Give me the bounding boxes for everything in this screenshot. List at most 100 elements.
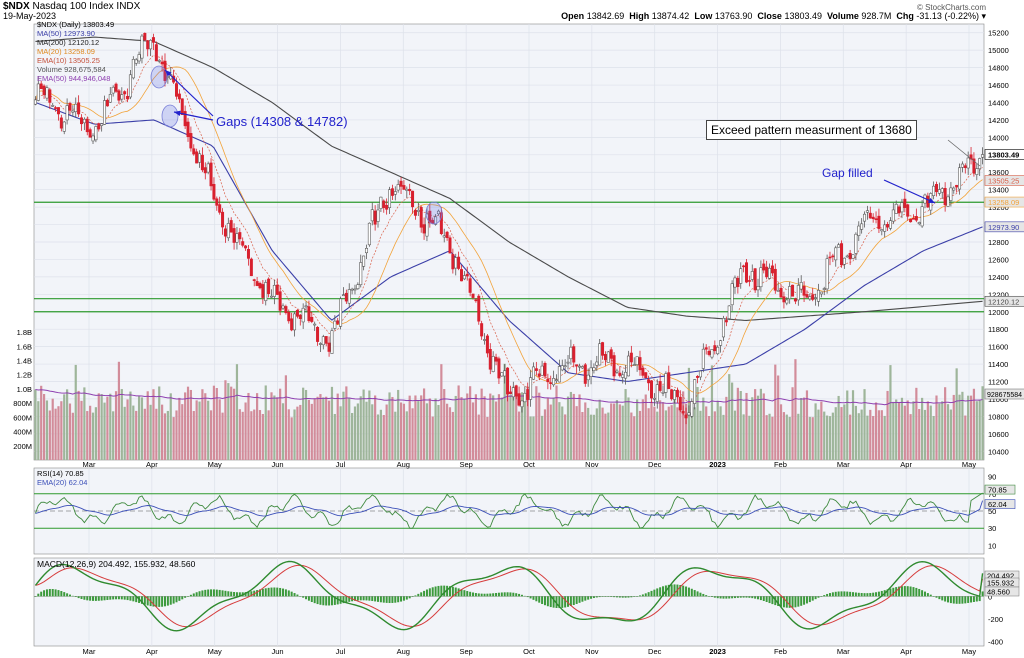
volume-bar bbox=[192, 410, 195, 460]
macd-histogram-bar bbox=[584, 596, 587, 601]
candle-body bbox=[336, 320, 340, 324]
volume-bar bbox=[788, 416, 791, 460]
macd-histogram-bar bbox=[192, 593, 195, 597]
candle-body bbox=[146, 40, 150, 50]
last-value-tag-text: 12973.90 bbox=[988, 223, 1019, 232]
price-tick-label: 11000 bbox=[988, 395, 1008, 404]
macd-histogram-bar bbox=[535, 596, 538, 602]
candle-body bbox=[267, 278, 271, 294]
volume-bar bbox=[376, 414, 380, 460]
volume-bar bbox=[748, 415, 751, 460]
candle-body bbox=[768, 267, 772, 279]
price-tick-label: 12200 bbox=[988, 290, 1009, 299]
candle-body bbox=[258, 282, 262, 289]
macd-histogram-bar bbox=[613, 596, 616, 598]
candle-body bbox=[422, 224, 426, 234]
rsi-legend[interactable]: RSI(14) 70.85 EMA(20) 62.04 bbox=[37, 469, 87, 487]
price-legend[interactable]: $NDX (Daily) 13803.49 MA(50) 12973.90 MA… bbox=[37, 20, 114, 83]
macd-histogram-bar bbox=[719, 596, 722, 599]
volume-bar bbox=[975, 401, 978, 460]
x-tick-label: Apr bbox=[900, 647, 912, 656]
x-tick-label: Nov bbox=[585, 460, 599, 469]
candle-body bbox=[246, 248, 250, 259]
volume-bar bbox=[408, 395, 411, 460]
candle-body bbox=[295, 309, 299, 317]
candle-body bbox=[445, 231, 449, 238]
candle-body bbox=[721, 317, 725, 338]
candle-body bbox=[673, 390, 677, 400]
candle-body bbox=[779, 287, 783, 298]
volume-bar bbox=[209, 410, 213, 460]
macd-histogram-bar bbox=[710, 596, 713, 597]
volume-bar bbox=[86, 411, 89, 460]
volume-bar bbox=[546, 397, 549, 460]
macd-histogram-bar bbox=[834, 591, 837, 597]
macd-histogram-bar bbox=[561, 596, 564, 608]
volume-bar bbox=[60, 401, 63, 460]
macd-histogram-bar bbox=[37, 593, 40, 597]
volume-bar bbox=[158, 386, 161, 460]
candle-body bbox=[897, 206, 901, 214]
chg-value: -31.13 (-0.22%) bbox=[916, 11, 979, 21]
macd-histogram-bar bbox=[48, 588, 51, 597]
candle-body bbox=[74, 103, 78, 112]
macd-histogram-bar bbox=[83, 596, 86, 600]
volume-bar bbox=[552, 397, 555, 460]
volume-tick-label: 1.4B bbox=[17, 357, 32, 366]
candle-body bbox=[80, 117, 84, 125]
macd-histogram-bar bbox=[394, 596, 397, 603]
volume-bar bbox=[68, 403, 72, 460]
volume-bar bbox=[489, 393, 492, 460]
candle-body bbox=[192, 148, 196, 155]
candle-body bbox=[488, 348, 492, 370]
candle-body bbox=[618, 372, 622, 376]
candle-body bbox=[563, 365, 567, 368]
candle-body bbox=[364, 248, 368, 254]
price-tick-label: 14800 bbox=[988, 64, 1009, 73]
volume-bar bbox=[486, 416, 489, 460]
macd-histogram-bar bbox=[365, 596, 368, 601]
volume-bar bbox=[247, 392, 250, 460]
volume-bar bbox=[592, 414, 596, 460]
volume-bar bbox=[774, 364, 777, 460]
x-tick-label: Apr bbox=[146, 647, 158, 656]
candle-body bbox=[382, 200, 386, 208]
volume-bar bbox=[843, 404, 846, 460]
macd-histogram-bar bbox=[673, 584, 676, 597]
candle-body bbox=[540, 365, 544, 376]
candle-body bbox=[408, 188, 412, 192]
macd-tick-label: -200 bbox=[988, 615, 1003, 624]
candle-body bbox=[860, 223, 864, 230]
macd-tick-label: -400 bbox=[988, 637, 1003, 646]
volume-bar bbox=[446, 403, 449, 460]
macd-histogram-bar bbox=[163, 596, 166, 607]
candle-body bbox=[287, 311, 291, 322]
macd-histogram-bar bbox=[653, 589, 656, 597]
price-tick-label: 13600 bbox=[988, 168, 1009, 177]
macd-histogram-bar bbox=[880, 590, 883, 597]
macd-histogram-bar bbox=[178, 596, 181, 601]
volume-bar bbox=[261, 413, 264, 460]
volume-bar bbox=[163, 413, 167, 460]
candle-body bbox=[949, 187, 953, 201]
candle-body bbox=[621, 374, 625, 378]
volume-bar bbox=[198, 401, 201, 460]
candle-body bbox=[120, 94, 124, 100]
macd-histogram-bar bbox=[736, 596, 739, 598]
macd-histogram-bar bbox=[892, 587, 895, 597]
macd-last-tag-text: 48.560 bbox=[987, 588, 1010, 597]
volume-bar bbox=[555, 385, 558, 460]
volume-bar bbox=[699, 410, 702, 460]
macd-histogram-bar bbox=[900, 586, 903, 597]
volume-bar bbox=[129, 391, 132, 460]
gaps-annotation: Gaps (14308 & 14782) bbox=[216, 114, 348, 129]
candle-body bbox=[747, 280, 751, 282]
macd-histogram-bar bbox=[702, 593, 705, 597]
candle-body bbox=[845, 255, 849, 258]
volume-bar bbox=[287, 409, 290, 460]
volume-bar bbox=[731, 382, 734, 460]
volume-tick-label: 1.0B bbox=[17, 385, 32, 394]
macd-histogram-bar bbox=[503, 592, 506, 597]
candle-body bbox=[56, 107, 60, 115]
volume-bar bbox=[235, 364, 239, 460]
